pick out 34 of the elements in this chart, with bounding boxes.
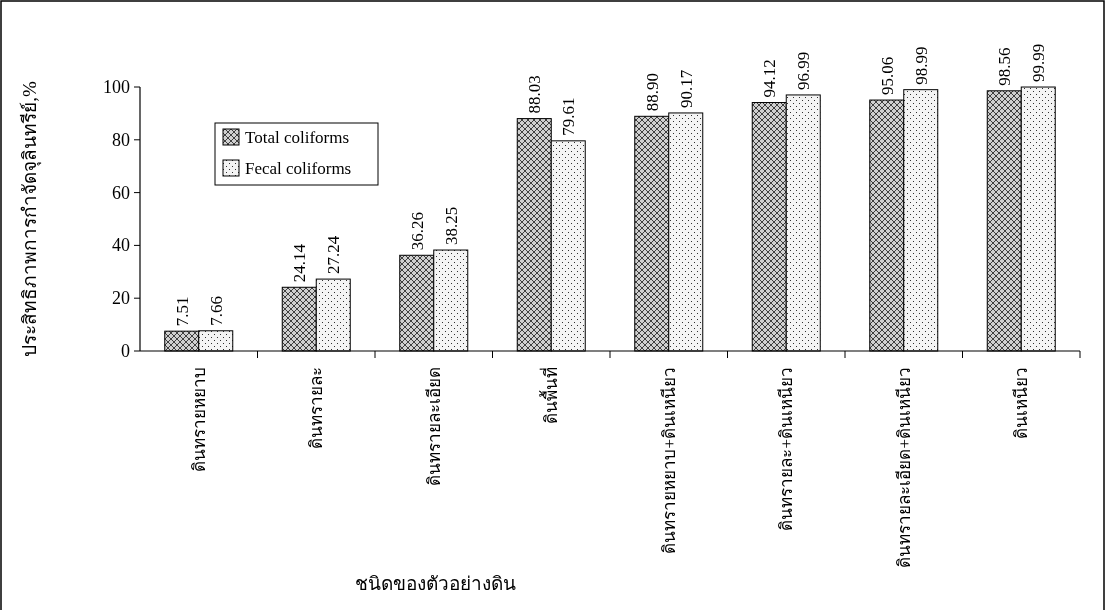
data-label: 99.99 [1029, 43, 1049, 83]
data-label: 94.12 [760, 59, 780, 98]
x-tick-label: ดินทรายละ [307, 367, 327, 449]
data-label: 27.24 [324, 235, 344, 275]
data-label: 24.14 [290, 243, 310, 283]
x-tick-label: ดินทรายละเอียด [424, 367, 444, 486]
legend-label: Total coliforms [245, 128, 350, 147]
x-tick-label: ดินพื้นที่ [539, 367, 562, 424]
x-tick-label: ดินทรายละ+ดินเหนียว [777, 367, 797, 531]
data-label: 7.51 [172, 296, 192, 327]
x-tick-label: ดินเหนียว [1012, 367, 1032, 439]
data-label: 36.26 [407, 212, 427, 251]
y-tick-label: 0 [121, 341, 130, 361]
data-label: 98.56 [995, 47, 1015, 86]
y-tick-label: 80 [112, 129, 130, 150]
data-label: 95.06 [877, 56, 897, 96]
y-tick-label: 40 [112, 235, 130, 256]
data-label: 38.25 [441, 206, 461, 246]
x-axis-title: ชนิดของตัวอย่างดิน [354, 573, 516, 594]
data-label: 88.90 [642, 73, 662, 112]
data-label: 88.03 [525, 75, 545, 114]
x-tick-label: ดินทรายหยาบ+ดินเหนียว [659, 367, 679, 554]
y-tick-label: 60 [112, 182, 130, 203]
data-label: 79.61 [559, 97, 579, 136]
y-tick-label: 20 [112, 288, 130, 309]
legend-label: Fecal coliforms [245, 159, 352, 178]
data-label: 90.17 [676, 69, 696, 108]
y-axis-title: ประสิทธิภาพการกำจัดจุลินทรีย์,% [19, 81, 42, 357]
data-label: 7.66 [206, 296, 226, 326]
y-tick-label: 100 [103, 77, 130, 97]
x-tick-label: ดินทรายหยาบ [189, 367, 209, 472]
x-tick-label: ดินทรายละเอียด+ดินเหนียว [894, 367, 914, 568]
data-label: 98.99 [911, 46, 931, 85]
data-label: 96.99 [794, 51, 814, 90]
